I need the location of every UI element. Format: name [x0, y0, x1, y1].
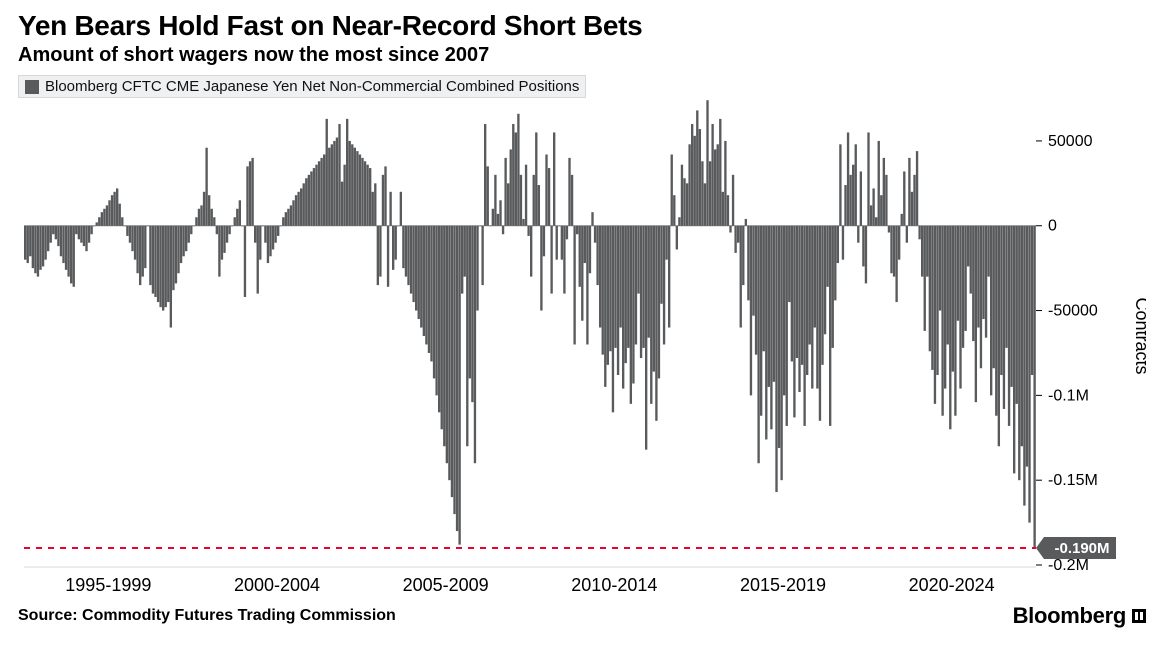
chart-title: Yen Bears Hold Fast on Near-Record Short… — [18, 10, 1146, 42]
legend: Bloomberg CFTC CME Japanese Yen Net Non-… — [18, 75, 586, 98]
x-tick-label: 2005-2009 — [403, 575, 489, 595]
brand-label: Bloomberg — [1013, 603, 1126, 629]
x-tick-label: 2010-2014 — [571, 575, 657, 595]
x-tick-label: 2020-2024 — [909, 575, 995, 595]
brand-badge-icon — [1132, 609, 1146, 623]
y-tick-label: -0.15M — [1048, 472, 1098, 489]
y-axis-title: Contracts — [1132, 297, 1146, 374]
reference-callout: -0.190M — [1054, 540, 1109, 557]
x-tick-label: 2015-2019 — [740, 575, 826, 595]
x-tick-label: 1995-1999 — [65, 575, 151, 595]
brand: Bloomberg — [1013, 603, 1146, 629]
chart-subtitle: Amount of short wagers now the most sinc… — [18, 44, 1146, 67]
y-tick-label: 0 — [1048, 217, 1057, 234]
legend-swatch — [25, 80, 39, 94]
y-tick-label: -0.1M — [1048, 387, 1089, 404]
y-tick-label: -50000 — [1048, 302, 1098, 319]
chart-area: 50000 0 -50000 -0.1M -0.15M -0.2M Contracts -0.… — [18, 99, 1146, 599]
source-label: Source: Commodity Futures Trading Commis… — [18, 607, 396, 625]
legend-label: Bloomberg CFTC CME Japanese Yen Net Non-… — [45, 78, 579, 95]
y-tick-label: 50000 — [1048, 132, 1093, 149]
y-tick-label: -0.2M — [1048, 557, 1089, 574]
chart-svg: 50000 0 -50000 -0.1M -0.15M -0.2M Contracts -0.… — [18, 99, 1146, 599]
x-tick-label: 2000-2004 — [234, 575, 320, 595]
